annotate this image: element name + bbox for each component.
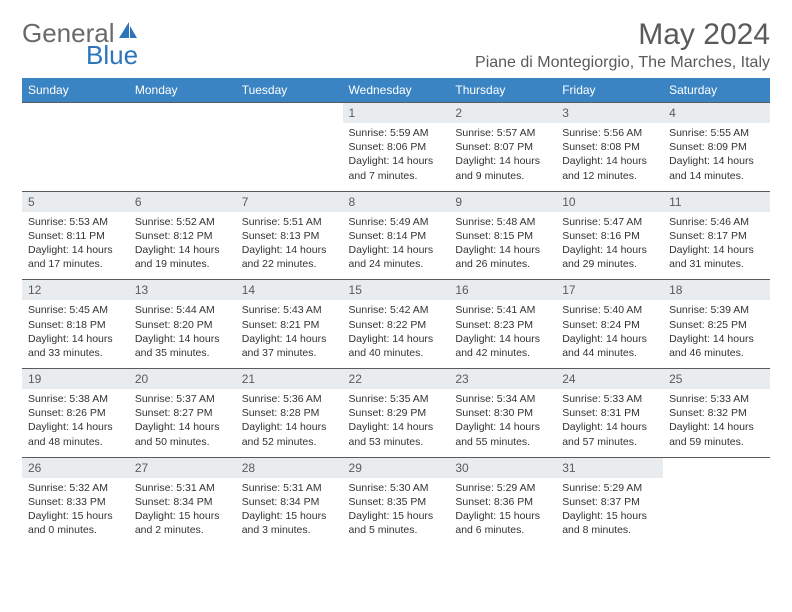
- date-row: 12131415161718: [22, 280, 770, 301]
- day-header-row: Sunday Monday Tuesday Wednesday Thursday…: [22, 78, 770, 103]
- date-cell: 30: [449, 457, 556, 478]
- date-cell: 9: [449, 191, 556, 212]
- date-cell: 25: [663, 369, 770, 390]
- detail-cell: Sunrise: 5:59 AMSunset: 8:06 PMDaylight:…: [343, 123, 450, 191]
- date-cell: 29: [343, 457, 450, 478]
- detail-cell: Sunrise: 5:29 AMSunset: 8:36 PMDaylight:…: [449, 478, 556, 546]
- location-title: Piane di Montegiorgio, The Marches, Ital…: [475, 54, 770, 72]
- detail-cell: Sunrise: 5:56 AMSunset: 8:08 PMDaylight:…: [556, 123, 663, 191]
- date-cell: 16: [449, 280, 556, 301]
- date-cell: 14: [236, 280, 343, 301]
- detail-cell: [22, 123, 129, 191]
- detail-cell: Sunrise: 5:35 AMSunset: 8:29 PMDaylight:…: [343, 389, 450, 457]
- date-cell: 20: [129, 369, 236, 390]
- detail-cell: Sunrise: 5:36 AMSunset: 8:28 PMDaylight:…: [236, 389, 343, 457]
- detail-cell: Sunrise: 5:31 AMSunset: 8:34 PMDaylight:…: [129, 478, 236, 546]
- calendar-document: General Blue May 2024 Piane di Montegior…: [0, 0, 792, 563]
- date-cell: 28: [236, 457, 343, 478]
- day-header-thu: Thursday: [449, 78, 556, 103]
- date-cell: 21: [236, 369, 343, 390]
- detail-cell: Sunrise: 5:43 AMSunset: 8:21 PMDaylight:…: [236, 300, 343, 368]
- date-cell: [129, 103, 236, 124]
- detail-row: Sunrise: 5:59 AMSunset: 8:06 PMDaylight:…: [22, 123, 770, 191]
- date-cell: 11: [663, 191, 770, 212]
- detail-cell: Sunrise: 5:47 AMSunset: 8:16 PMDaylight:…: [556, 212, 663, 280]
- detail-cell: Sunrise: 5:30 AMSunset: 8:35 PMDaylight:…: [343, 478, 450, 546]
- date-cell: 4: [663, 103, 770, 124]
- date-cell: 8: [343, 191, 450, 212]
- detail-cell: Sunrise: 5:34 AMSunset: 8:30 PMDaylight:…: [449, 389, 556, 457]
- date-row: 19202122232425: [22, 369, 770, 390]
- detail-cell: Sunrise: 5:45 AMSunset: 8:18 PMDaylight:…: [22, 300, 129, 368]
- detail-cell: [663, 478, 770, 546]
- date-row: 262728293031: [22, 457, 770, 478]
- day-header-fri: Friday: [556, 78, 663, 103]
- date-cell: 26: [22, 457, 129, 478]
- date-cell: 17: [556, 280, 663, 301]
- detail-cell: [129, 123, 236, 191]
- date-cell: 7: [236, 191, 343, 212]
- detail-row: Sunrise: 5:32 AMSunset: 8:33 PMDaylight:…: [22, 478, 770, 546]
- date-cell: [22, 103, 129, 124]
- day-header-tue: Tuesday: [236, 78, 343, 103]
- date-cell: 31: [556, 457, 663, 478]
- detail-cell: Sunrise: 5:48 AMSunset: 8:15 PMDaylight:…: [449, 212, 556, 280]
- detail-cell: Sunrise: 5:31 AMSunset: 8:34 PMDaylight:…: [236, 478, 343, 546]
- detail-row: Sunrise: 5:53 AMSunset: 8:11 PMDaylight:…: [22, 212, 770, 280]
- day-header-mon: Monday: [129, 78, 236, 103]
- detail-cell: Sunrise: 5:40 AMSunset: 8:24 PMDaylight:…: [556, 300, 663, 368]
- date-row: 1234: [22, 103, 770, 124]
- date-cell: 27: [129, 457, 236, 478]
- detail-cell: Sunrise: 5:39 AMSunset: 8:25 PMDaylight:…: [663, 300, 770, 368]
- detail-cell: [236, 123, 343, 191]
- detail-cell: Sunrise: 5:52 AMSunset: 8:12 PMDaylight:…: [129, 212, 236, 280]
- calendar-body: 1234 Sunrise: 5:59 AMSunset: 8:06 PMDayl…: [22, 103, 770, 546]
- date-cell: 1: [343, 103, 450, 124]
- detail-cell: Sunrise: 5:46 AMSunset: 8:17 PMDaylight:…: [663, 212, 770, 280]
- date-cell: 24: [556, 369, 663, 390]
- detail-cell: Sunrise: 5:29 AMSunset: 8:37 PMDaylight:…: [556, 478, 663, 546]
- date-cell: 18: [663, 280, 770, 301]
- title-box: May 2024 Piane di Montegiorgio, The Marc…: [475, 18, 770, 72]
- date-cell: 10: [556, 191, 663, 212]
- date-cell: [236, 103, 343, 124]
- date-cell: 13: [129, 280, 236, 301]
- detail-cell: Sunrise: 5:33 AMSunset: 8:32 PMDaylight:…: [663, 389, 770, 457]
- detail-row: Sunrise: 5:38 AMSunset: 8:26 PMDaylight:…: [22, 389, 770, 457]
- header: General Blue May 2024 Piane di Montegior…: [22, 18, 770, 72]
- detail-cell: Sunrise: 5:55 AMSunset: 8:09 PMDaylight:…: [663, 123, 770, 191]
- date-cell: 23: [449, 369, 556, 390]
- date-cell: 15: [343, 280, 450, 301]
- detail-row: Sunrise: 5:45 AMSunset: 8:18 PMDaylight:…: [22, 300, 770, 368]
- month-title: May 2024: [475, 18, 770, 52]
- date-cell: 3: [556, 103, 663, 124]
- date-row: 567891011: [22, 191, 770, 212]
- detail-cell: Sunrise: 5:38 AMSunset: 8:26 PMDaylight:…: [22, 389, 129, 457]
- day-header-sun: Sunday: [22, 78, 129, 103]
- detail-cell: Sunrise: 5:33 AMSunset: 8:31 PMDaylight:…: [556, 389, 663, 457]
- detail-cell: Sunrise: 5:49 AMSunset: 8:14 PMDaylight:…: [343, 212, 450, 280]
- detail-cell: Sunrise: 5:41 AMSunset: 8:23 PMDaylight:…: [449, 300, 556, 368]
- day-header-sat: Saturday: [663, 78, 770, 103]
- detail-cell: Sunrise: 5:37 AMSunset: 8:27 PMDaylight:…: [129, 389, 236, 457]
- date-cell: 2: [449, 103, 556, 124]
- date-cell: 6: [129, 191, 236, 212]
- calendar-table: Sunday Monday Tuesday Wednesday Thursday…: [22, 78, 770, 545]
- day-header-wed: Wednesday: [343, 78, 450, 103]
- detail-cell: Sunrise: 5:51 AMSunset: 8:13 PMDaylight:…: [236, 212, 343, 280]
- date-cell: 22: [343, 369, 450, 390]
- detail-cell: Sunrise: 5:42 AMSunset: 8:22 PMDaylight:…: [343, 300, 450, 368]
- detail-cell: Sunrise: 5:44 AMSunset: 8:20 PMDaylight:…: [129, 300, 236, 368]
- date-cell: 12: [22, 280, 129, 301]
- detail-cell: Sunrise: 5:57 AMSunset: 8:07 PMDaylight:…: [449, 123, 556, 191]
- logo: General Blue: [22, 18, 152, 68]
- logo-text-blue: Blue: [86, 40, 138, 71]
- date-cell: 19: [22, 369, 129, 390]
- date-cell: 5: [22, 191, 129, 212]
- detail-cell: Sunrise: 5:32 AMSunset: 8:33 PMDaylight:…: [22, 478, 129, 546]
- date-cell: [663, 457, 770, 478]
- detail-cell: Sunrise: 5:53 AMSunset: 8:11 PMDaylight:…: [22, 212, 129, 280]
